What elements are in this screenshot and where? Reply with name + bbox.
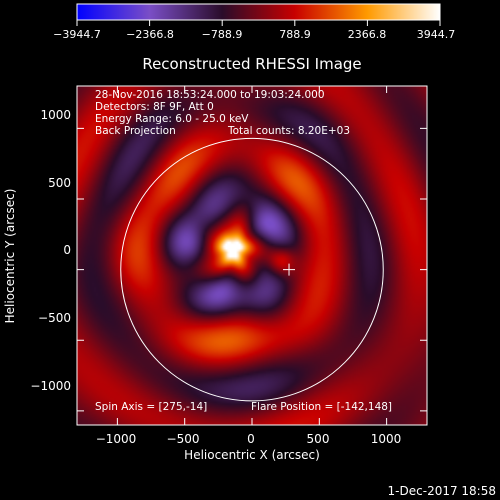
heatmap-layer xyxy=(77,86,427,425)
flare-position-text: Flare Position = [-142,148] xyxy=(251,401,392,413)
y-axis-label: Heliocentric Y (arcsec) xyxy=(3,189,17,324)
x-tick-label: −1000 xyxy=(96,432,137,446)
detectors-text: Detectors: 8F 9F, Att 0 xyxy=(95,101,214,113)
x-tick-label: 500 xyxy=(307,432,330,446)
method-text: Back Projection xyxy=(95,125,176,137)
solar-limb-circle xyxy=(120,137,384,402)
y-tick-label: 0 xyxy=(63,243,71,257)
colorbar-tick-label: −2366.8 xyxy=(126,28,174,41)
colorbar-tick-label: −3944.7 xyxy=(53,28,101,41)
colorbar-tick-label: 788.9 xyxy=(279,28,311,41)
x-tick-label: 1000 xyxy=(371,432,402,446)
colorbar xyxy=(76,3,441,21)
x-tick-label: −500 xyxy=(167,432,200,446)
y-tick-label: −500 xyxy=(38,311,71,325)
y-tick-label: 1000 xyxy=(40,108,71,122)
total-counts-text: Total counts: 8.20E+03 xyxy=(227,125,350,137)
y-tick-label: 500 xyxy=(48,176,71,190)
x-axis-label: Heliocentric X (arcsec) xyxy=(184,448,320,462)
chart-title: Reconstructed RHESSI Image xyxy=(142,55,361,73)
colorbar-tick-label: 2366.8 xyxy=(348,28,387,41)
footer-date: 1-Dec-2017 18:58 xyxy=(388,484,496,498)
colorbar-ticks xyxy=(76,20,441,26)
heatmap-image xyxy=(77,86,427,425)
x-tick-label: 0 xyxy=(247,432,255,446)
time-range-text: 28-Nov-2016 18:53:24.000 to 19:03:24.000 xyxy=(95,89,325,101)
spin-axis-marker xyxy=(283,263,296,276)
axis-ticks xyxy=(77,86,427,425)
colorbar-tick-label: −788.9 xyxy=(202,28,243,41)
spin-axis-text: Spin Axis = [275,-14] xyxy=(95,401,207,413)
y-tick-label: −1000 xyxy=(30,379,71,393)
colorbar-tick-label: 3944.7 xyxy=(417,28,456,41)
energy-range-text: Energy Range: 6.0 - 25.0 keV xyxy=(95,113,249,125)
